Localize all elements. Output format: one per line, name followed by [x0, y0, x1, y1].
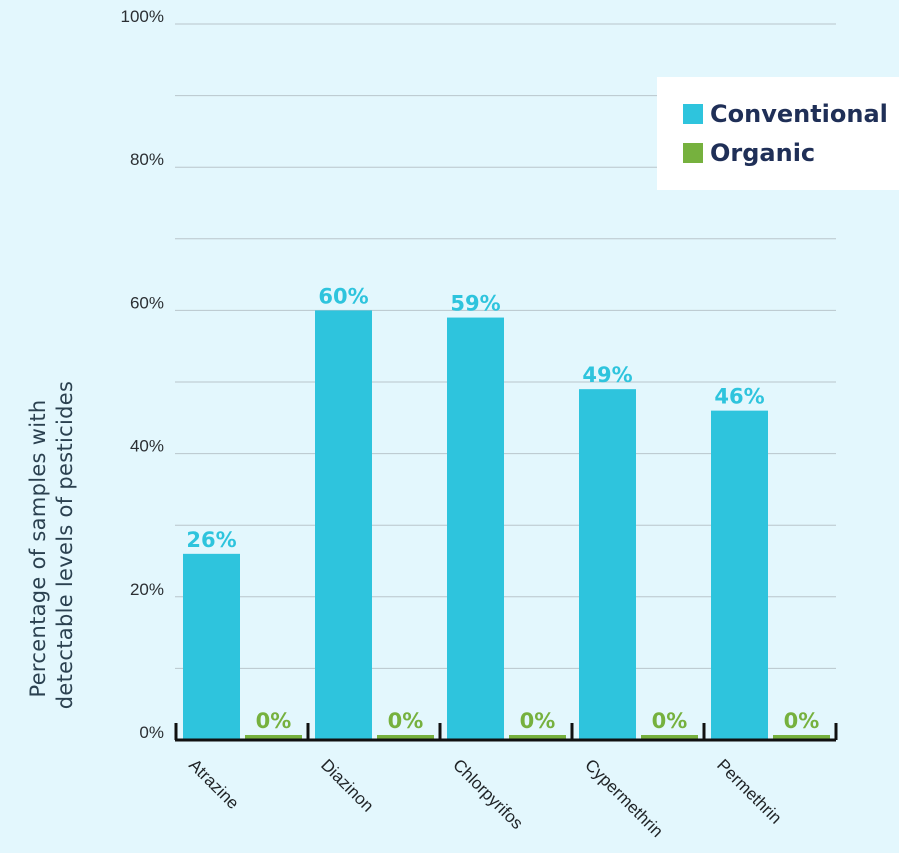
y-axis-label-line-2: detectable levels of pesticides [53, 381, 77, 709]
legend-box [657, 77, 899, 190]
y-tick-label: 60% [130, 293, 164, 312]
legend: Conventional Organic [657, 77, 899, 190]
x-tick-labels: Atrazine Diazinon Chlorpyrifos Cypermethrin… [185, 755, 785, 841]
bar-conventional-chlorpyrifos [447, 317, 504, 740]
data-label-conventional-permethrin: 46% [714, 385, 764, 409]
y-tick-label: 40% [130, 437, 164, 456]
y-axis-label: Percentage of samples with detectable le… [26, 381, 77, 709]
legend-label-conventional: Conventional [710, 100, 888, 128]
bars [183, 310, 830, 740]
data-label-organic-cypermethrin: 0% [652, 709, 688, 733]
x-tick-label: Cypermethrin [581, 755, 667, 841]
x-axis [174, 723, 838, 742]
data-label-organic-permethrin: 0% [784, 709, 820, 733]
y-tick-label: 80% [130, 150, 164, 169]
legend-swatch-conventional [683, 104, 703, 124]
data-label-conventional-diazinon: 60% [318, 284, 368, 308]
bar-organic-cypermethrin [641, 735, 698, 740]
bar-conventional-permethrin [711, 410, 768, 740]
y-tick-label: 20% [130, 580, 164, 599]
bar-organic-diazinon [377, 735, 434, 740]
data-label-organic-chlorpyrifos: 0% [520, 709, 556, 733]
data-labels: 26% 0% 60% 0% 59% 0% 49% 0% 46% 0% [186, 284, 819, 733]
data-label-organic-atrazine: 0% [256, 709, 292, 733]
legend-label-organic: Organic [710, 139, 815, 167]
x-tick-label: Permethrin [713, 755, 785, 827]
bar-conventional-diazinon [315, 310, 372, 740]
bar-organic-chlorpyrifos [509, 735, 566, 740]
y-axis-label-line-1: Percentage of samples with [26, 399, 50, 697]
x-tick-label: Chlorpyrifos [449, 755, 527, 833]
y-tick-label: 0% [139, 723, 164, 742]
bar-organic-atrazine [245, 735, 302, 740]
bar-organic-permethrin [773, 735, 830, 740]
bar-conventional-cypermethrin [579, 389, 636, 740]
y-tick-labels: 0% 20% 40% 60% 80% 100% [121, 7, 164, 742]
data-label-conventional-cypermethrin: 49% [582, 363, 632, 387]
bar-conventional-atrazine [183, 553, 240, 740]
data-label-conventional-chlorpyrifos: 59% [450, 292, 500, 316]
x-tick-label: Diazinon [317, 755, 377, 815]
data-label-conventional-atrazine: 26% [186, 528, 236, 552]
y-tick-label: 100% [121, 7, 164, 26]
grid-lines [175, 23, 836, 669]
x-tick-label: Atrazine [185, 755, 243, 813]
legend-swatch-organic [683, 143, 703, 163]
data-label-organic-diazinon: 0% [388, 709, 424, 733]
